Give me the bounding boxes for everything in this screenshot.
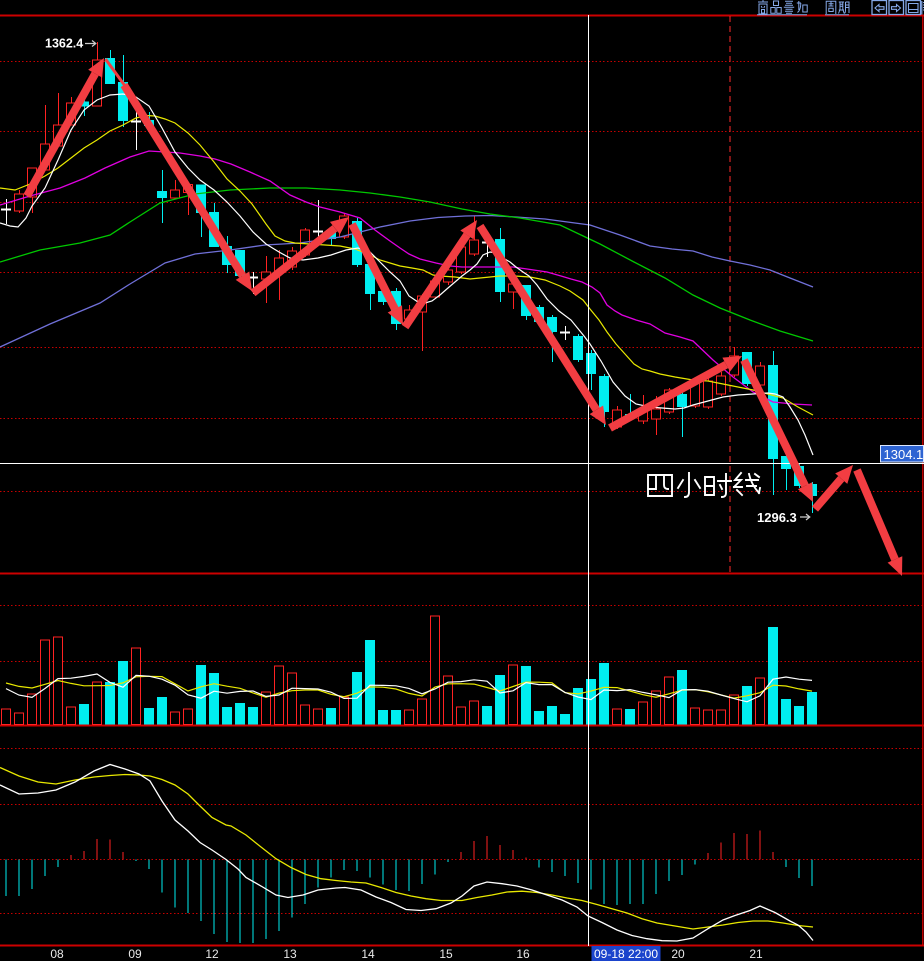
svg-text:20: 20: [671, 947, 685, 961]
svg-text:08: 08: [50, 947, 64, 961]
svg-text:1304.1: 1304.1: [884, 447, 924, 462]
svg-text:15: 15: [439, 947, 453, 961]
svg-text:21: 21: [749, 947, 763, 961]
svg-text:1362.4: 1362.4: [45, 37, 83, 51]
svg-text:14: 14: [361, 947, 375, 961]
svg-text:12: 12: [205, 947, 219, 961]
svg-text:13: 13: [283, 947, 297, 961]
svg-text:16: 16: [516, 947, 530, 961]
svg-text:1296.3: 1296.3: [757, 510, 797, 525]
svg-text:09: 09: [128, 947, 142, 961]
svg-text:09-18 22:00: 09-18 22:00: [594, 947, 658, 961]
